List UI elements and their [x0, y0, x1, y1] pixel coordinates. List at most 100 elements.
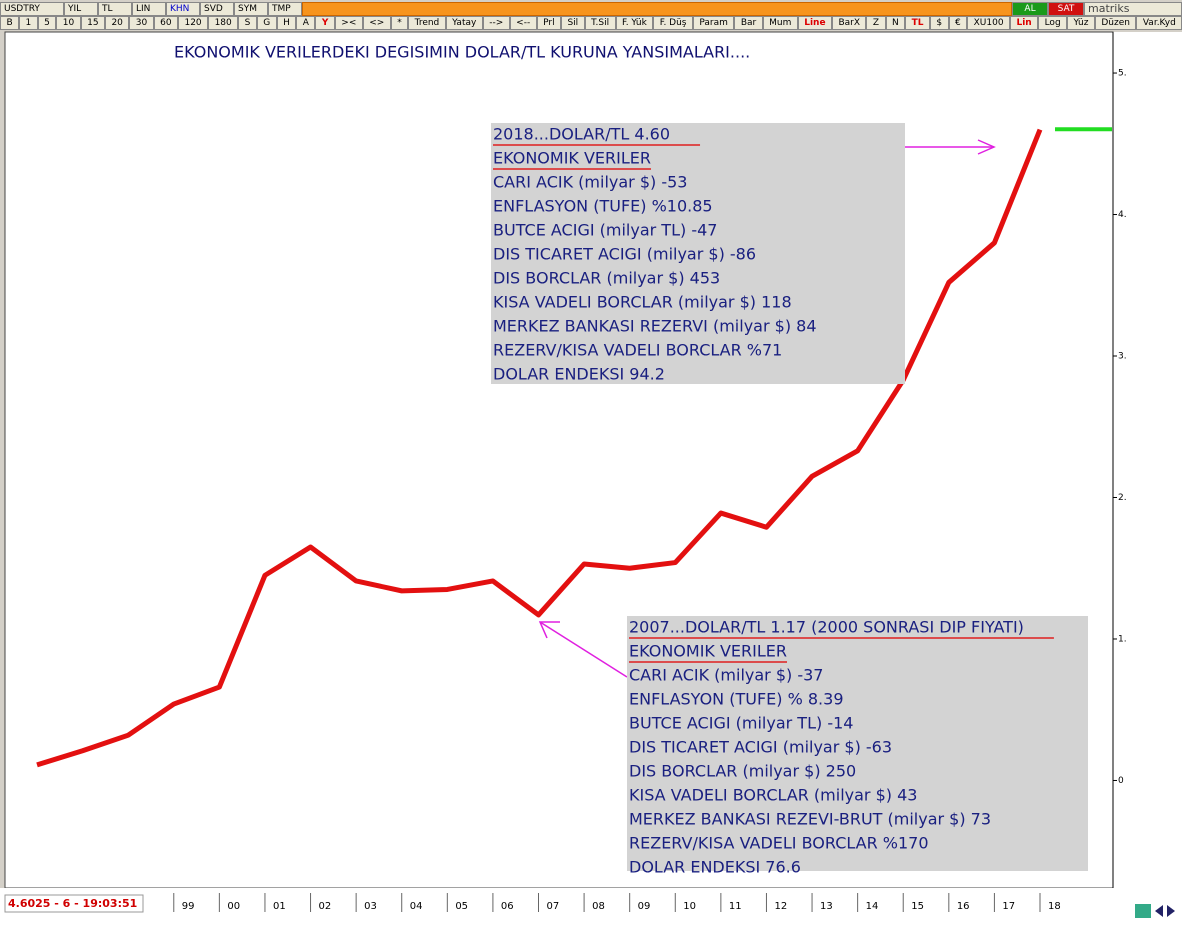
- toolbar-button[interactable]: Prl: [536, 16, 562, 30]
- toolbar-button[interactable]: Yüz: [1067, 16, 1095, 30]
- y-tick-label: 2.: [1118, 493, 1127, 503]
- x-tick-label: 07: [547, 901, 560, 912]
- annotation-line: CARI ACIK (milyar $) -53: [493, 173, 687, 192]
- toolbar-button[interactable]: Line: [797, 16, 833, 30]
- annotation-line: BUTCE ACIGI (milyar TL) -14: [629, 714, 853, 733]
- toolbar-button[interactable]: 20: [105, 16, 130, 30]
- toolbar-button[interactable]: 10: [56, 16, 81, 30]
- toolbar-button[interactable]: Bar: [734, 16, 763, 30]
- toolbar-button[interactable]: <>: [362, 16, 391, 30]
- x-tick-label: 00: [227, 901, 240, 912]
- toolbar-button[interactable]: A: [296, 16, 316, 30]
- toolbar-button[interactable]: LIN: [132, 2, 166, 16]
- toolbar-button[interactable]: Param: [692, 16, 735, 30]
- toolbar-button[interactable]: TMP: [268, 2, 302, 16]
- toolbar-button[interactable]: 120: [178, 16, 209, 30]
- annotation-line: MERKEZ BANKASI REZEVI-BRUT (milyar $) 73: [629, 810, 991, 829]
- x-tick-label: 09: [638, 901, 651, 912]
- toolbar-button[interactable]: 180: [208, 16, 239, 30]
- x-tick-label: 17: [1002, 901, 1015, 912]
- annotation-line: MERKEZ BANKASI REZERVI (milyar $) 84: [493, 317, 817, 336]
- annotation-line: CARI ACIK (milyar $) -37: [629, 666, 823, 685]
- buy-button[interactable]: AL: [1012, 2, 1048, 16]
- toolbar-button[interactable]: Mum: [762, 16, 798, 30]
- ticker-bar: [302, 2, 1012, 16]
- toolbar-button[interactable]: YIL: [64, 2, 98, 16]
- toolbar-button[interactable]: G: [256, 16, 277, 30]
- toolbar-button[interactable]: SVD: [200, 2, 234, 16]
- toolbar-button[interactable]: 30: [129, 16, 154, 30]
- x-tick-label: 03: [364, 901, 377, 912]
- annotation-line: DIS TICARET ACIGI (milyar $) -63: [629, 738, 892, 757]
- scroll-icons[interactable]: [1155, 905, 1175, 917]
- annotation-line: BUTCE ACIGI (milyar TL) -47: [493, 221, 717, 240]
- toolbar-button[interactable]: USDTRY: [0, 2, 64, 16]
- toolbar-button[interactable]: Lin: [1010, 16, 1039, 30]
- toolbar-button[interactable]: KHN: [166, 2, 200, 16]
- toolbar-button[interactable]: Var.Kyd: [1136, 16, 1182, 30]
- toolbar-button[interactable]: N: [885, 16, 906, 30]
- toolbar-button[interactable]: TL: [98, 2, 132, 16]
- brand[interactable]: matriks: [1084, 2, 1182, 16]
- y-tick-label: 3.: [1118, 352, 1127, 362]
- chart-title: EKONOMIK VERILERDEKI DEGISIMIN DOLAR/TL …: [174, 43, 750, 62]
- x-tick-label: 13: [820, 901, 833, 912]
- toolbar-button[interactable]: Z: [866, 16, 886, 30]
- x-tick-label: 15: [911, 901, 924, 912]
- toolbar-button[interactable]: 15: [80, 16, 106, 30]
- toolbar-button[interactable]: Trend: [408, 16, 446, 30]
- toolbar-button[interactable]: Sil: [561, 16, 585, 30]
- sell-button[interactable]: SAT: [1048, 2, 1084, 16]
- x-tick-label: 02: [319, 901, 332, 912]
- annotation-line: ENFLASYON (TUFE) %10.85: [493, 197, 713, 216]
- arrow: [539, 621, 628, 678]
- toolbar-button[interactable]: 1: [19, 16, 38, 30]
- toolbar-button[interactable]: <--: [509, 16, 537, 30]
- x-tick-label: 99: [182, 901, 195, 912]
- annotation-line: DOLAR ENDEKSI 94.2: [493, 365, 665, 384]
- toolbar-button[interactable]: *: [390, 16, 409, 30]
- toolbar-button[interactable]: BarX: [832, 16, 867, 30]
- annotation-line: DIS BORCLAR (milyar $) 250: [629, 762, 856, 781]
- status: 4.6025 - 6 - 19:03:51: [8, 897, 137, 910]
- toolbar-button[interactable]: $: [929, 16, 949, 30]
- toolbar-button[interactable]: F. Düş: [653, 16, 693, 30]
- price-line: [36, 128, 1043, 768]
- x-tick-label: 16: [957, 901, 970, 912]
- toolbar-button[interactable]: S: [238, 16, 257, 30]
- toolbar-button[interactable]: Düzen: [1094, 16, 1137, 30]
- toolbar-button[interactable]: B: [0, 16, 20, 30]
- toolbar-button[interactable]: 5: [37, 16, 57, 30]
- annotation-line: EKONOMIK VERILER: [493, 149, 651, 168]
- toolbar-bottom: B 1 5 10 15 20 30 60 120 180 S G H A Y >< <> * Trend Yatay -…: [0, 16, 1182, 30]
- toolbar-button[interactable]: H: [276, 16, 297, 30]
- x-tick-label: 18: [1048, 901, 1061, 912]
- annotation-line: DOLAR ENDEKSI 76.6: [629, 858, 801, 877]
- annotation-line: ENFLASYON (TUFE) % 8.39: [629, 690, 844, 709]
- toolbar-button[interactable]: 60: [153, 16, 179, 30]
- x-tick-label: 04: [410, 901, 423, 912]
- toolbar-button[interactable]: -->: [482, 16, 510, 30]
- toolbar-button[interactable]: TL: [905, 16, 930, 30]
- x-tick-label: 11: [729, 901, 742, 912]
- toolbar-button[interactable]: T.Sil: [584, 16, 616, 30]
- toolbar-button[interactable]: €: [948, 16, 968, 30]
- x-tick-label: 10: [683, 901, 696, 912]
- toolbar-button[interactable]: XU100: [967, 16, 1011, 30]
- annotation-line: 2018...DOLAR/TL 4.60: [493, 125, 670, 144]
- x-tick-label: 01: [273, 901, 286, 912]
- y-tick-label: 4.: [1118, 210, 1127, 220]
- plot-area: [4, 31, 1114, 889]
- toolbar-button[interactable]: F. Yük: [615, 16, 654, 30]
- x-tick-label: 12: [774, 901, 787, 912]
- toolbar-button[interactable]: Log: [1038, 16, 1068, 30]
- toolbar-button[interactable]: Yatay: [445, 16, 483, 30]
- toolbar-button[interactable]: ><: [334, 16, 363, 30]
- toolbar-button[interactable]: SYM: [234, 2, 268, 16]
- refresh-icon[interactable]: [1135, 904, 1151, 918]
- x-axis-area: [0, 888, 1182, 926]
- x-tick-label: 05: [455, 901, 468, 912]
- toolbar-button[interactable]: Y: [315, 16, 335, 30]
- y-axis-area: [1113, 32, 1182, 888]
